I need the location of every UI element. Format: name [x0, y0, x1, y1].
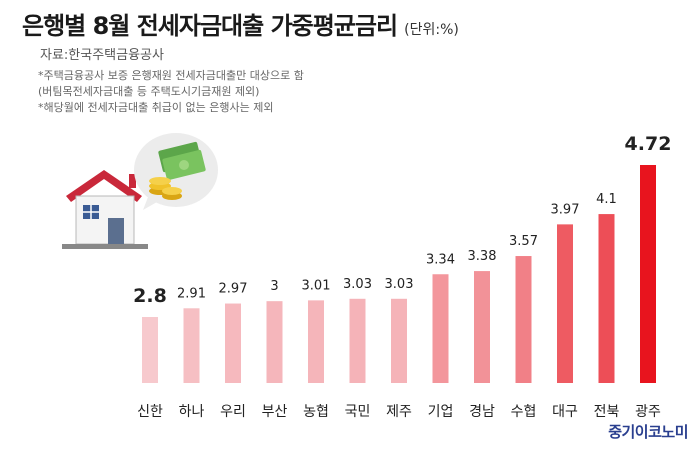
bar	[640, 165, 656, 383]
data-label: 3.03	[343, 277, 372, 292]
bar	[225, 303, 241, 383]
bar	[432, 274, 449, 383]
category-label: 전북	[594, 404, 620, 420]
unit-label: (단위:%)	[404, 22, 459, 38]
money-bubble-icon	[134, 133, 218, 210]
category-label: 농협	[303, 404, 329, 420]
data-label: 3	[270, 279, 278, 294]
category-label: 국민	[345, 404, 371, 420]
data-label: 3.01	[302, 278, 331, 293]
category-label: 기업	[428, 404, 454, 420]
source-label: 자료:한국주택금융공사	[40, 48, 164, 63]
data-label: 4.72	[625, 133, 672, 155]
chart-title: 은행별 8월 전세자금대출 가중평균금리	[22, 12, 398, 40]
bar	[557, 224, 573, 383]
title-row: 은행별 8월 전세자금대출 가중평균금리 (단위:%)	[22, 6, 459, 41]
data-label: 3.97	[551, 202, 580, 217]
bar	[308, 300, 324, 383]
category-label: 제주	[386, 404, 412, 420]
bar	[391, 298, 407, 383]
category-label: 대구	[552, 404, 578, 420]
category-label: 광주	[635, 404, 661, 420]
house-icon	[62, 170, 148, 249]
data-label: 3.38	[468, 249, 497, 264]
bar	[474, 271, 490, 383]
category-label: 경남	[469, 404, 495, 420]
bar	[142, 317, 158, 383]
data-label: 2.97	[219, 282, 248, 297]
data-label: 2.91	[177, 286, 206, 301]
bar	[349, 298, 366, 383]
data-label: 3.57	[509, 234, 538, 249]
data-label: 3.34	[426, 252, 455, 267]
category-label: 우리	[220, 404, 246, 420]
notes: *주택금융공사 보증 은행재원 전세자금대출만 대상으로 함 (버팀목전세자금대…	[38, 68, 304, 116]
data-label: 2.8	[133, 285, 167, 307]
data-label: 4.1	[596, 192, 617, 207]
bars-group: 2.8 신한 2.91 하나 2.97 우리 3 부산 3.01 농협 3.03 국민 3.03 제주 3.…	[133, 133, 671, 420]
category-label: 하나	[179, 404, 205, 420]
category-label: 신한	[137, 404, 163, 420]
bar	[266, 301, 283, 383]
data-label: 3.03	[385, 277, 414, 292]
category-label: 수협	[511, 404, 537, 420]
category-label: 부산	[262, 404, 288, 420]
bar	[598, 214, 615, 383]
brand-logo: 중기이코노미	[608, 423, 688, 441]
bar	[515, 256, 532, 383]
note-line: *주택금융공사 보증 은행재원 전세자금대출만 대상으로 함	[38, 69, 304, 82]
bar	[183, 308, 200, 383]
note-line: (버팀목전세자금대출 등 주택도시기금재원 제외)	[38, 85, 260, 98]
note-line: *해당월에 전세자금대출 취급이 없는 은행사는 제외	[38, 101, 274, 114]
